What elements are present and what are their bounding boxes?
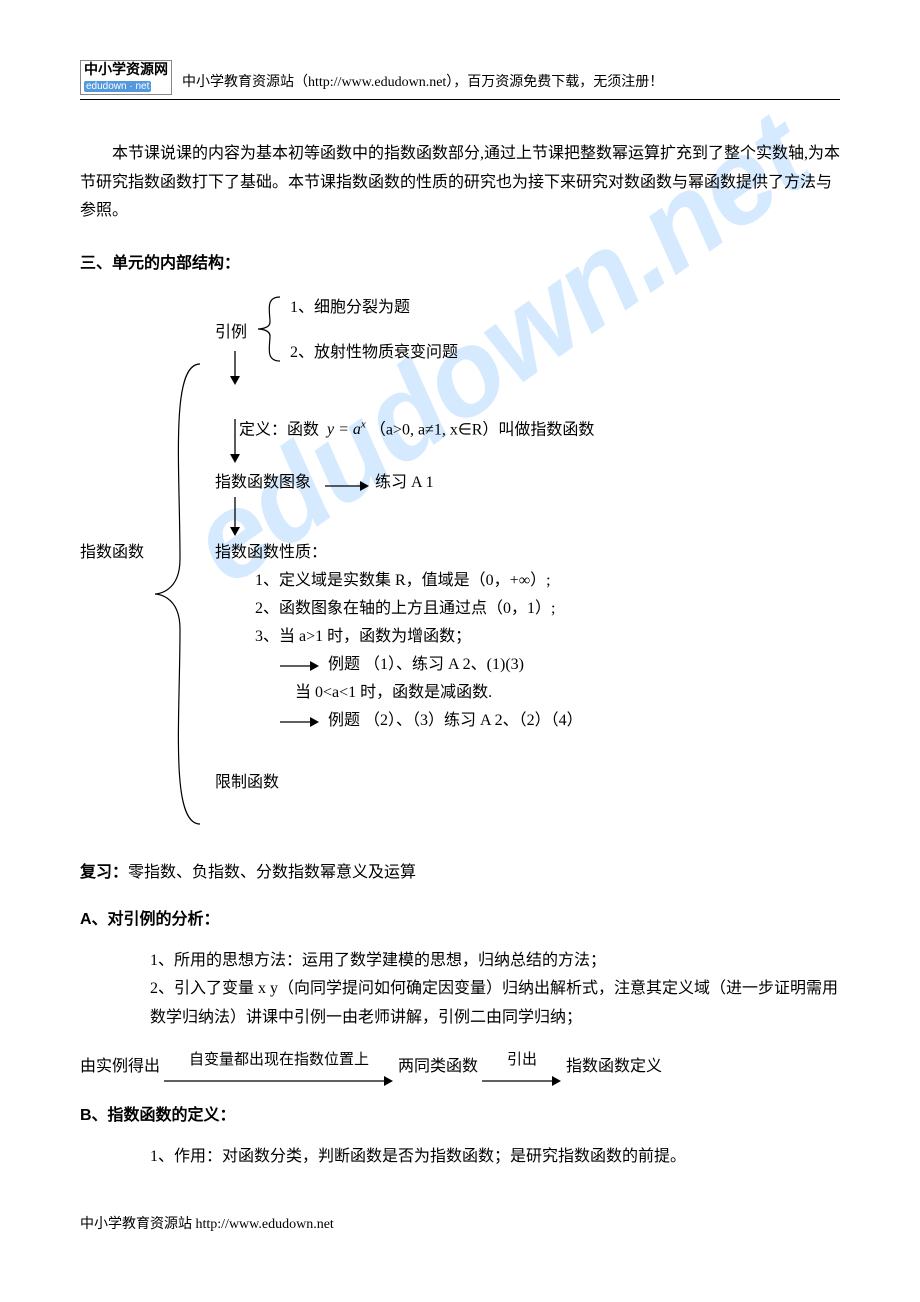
arrow-right-icon: [325, 479, 370, 493]
review-label: 复习：: [80, 864, 128, 881]
bflow-c: 指数函数定义: [566, 1053, 662, 1082]
brace-icon: [150, 359, 210, 829]
example-1: 例题 （1）、练习 A 2、(1)(3): [328, 651, 524, 678]
property-3: 3、当 a>1 时，函数为增函数；: [255, 623, 471, 650]
property-2: 2、函数图象在轴的上方且通过点（0，1）;: [255, 595, 555, 622]
properties-title: 指数函数性质：: [215, 539, 327, 566]
def-suffix: （a>0, a≠1, x∈R）叫做指数函数: [366, 421, 595, 438]
example-2: 例题 （2）、（3）练习 A 2、（2）（4）: [328, 707, 583, 734]
section-b-title: B、指数函数的定义：: [80, 1102, 840, 1131]
section-a-title: A、对引例的分析：: [80, 906, 840, 935]
intro-item-1: 1、细胞分裂为题: [290, 294, 410, 321]
review-text: 零指数、负指数、分数指数幂意义及运算: [128, 864, 416, 881]
arrow-down-icon: [228, 351, 242, 386]
definition-node: 定义：函数 y = ax （a>0, a≠1, x∈R）叫做指数函数: [215, 389, 594, 471]
section-a-item-1: 1、所用的思想方法：运用了数学建模的思想，归纳总结的方法；: [150, 947, 840, 976]
graph-node: 指数函数图象: [215, 469, 311, 496]
limit-node: 限制函数: [215, 769, 279, 796]
exercise-a1: 练习 A 1: [375, 469, 434, 496]
formula-eq: =: [334, 421, 353, 438]
bflow-caption-2: 引出: [507, 1047, 537, 1074]
intro-paragraph: 本节课说课的内容为基本初等函数中的指数函数部分,通过上节课把整数幂运算扩充到了整…: [80, 140, 840, 226]
site-logo: 中小学资源网 edudown · net: [80, 60, 172, 95]
section-a-item-2: 2、引入了变量 x y（向同学提问如何确定因变量）归纳出解析式，注意其定义域（进…: [150, 975, 840, 1033]
property-3b: 当 0<a<1 时，函数是减函数.: [295, 679, 492, 706]
bflow-a: 由实例得出: [80, 1053, 160, 1082]
page-footer: 中小学教育资源站 http://www.edudown.net: [80, 1212, 840, 1237]
page-content: 中小学资源网 edudown · net 中小学教育资源站（http://www…: [0, 0, 920, 1277]
section-b-item-1: 1、作用：对函数分类，判断函数是否为指数函数；是研究指数函数的前提。: [150, 1143, 840, 1172]
bflow-b: 两同类函数: [398, 1053, 478, 1082]
arrow-right-icon: [280, 715, 320, 729]
logo-title: 中小学资源网: [84, 61, 168, 77]
formula-a: a: [353, 421, 361, 438]
brace-icon: [255, 294, 285, 364]
section-a-list: 1、所用的思想方法：运用了数学建模的思想，归纳总结的方法； 2、引入了变量 x …: [150, 947, 840, 1033]
logo-subtitle: edudown · net: [84, 81, 151, 92]
def-prefix: 定义：函数: [239, 421, 327, 438]
arrow-down-icon: [228, 419, 242, 464]
diagram-root: 指数函数: [80, 539, 144, 566]
diagram-intro-label: 引例: [215, 319, 247, 346]
bottom-flow-diagram: 由实例得出 自变量都出现在指数位置上 两同类函数 引出 指数函数定义: [80, 1047, 840, 1088]
structure-diagram: 指数函数 引例 1、细胞分裂为题 2、放射性物质衰变问题 定义：函数 y = a…: [80, 299, 840, 829]
page-header: 中小学资源网 edudown · net 中小学教育资源站（http://www…: [80, 60, 840, 100]
review-line: 复习：零指数、负指数、分数指数幂意义及运算: [80, 859, 840, 888]
property-1: 1、定义域是实数集 R，值域是（0，+∞）;: [255, 567, 551, 594]
arrow-down-icon: [228, 497, 242, 537]
arrow-right-icon: [482, 1074, 562, 1088]
arrow-right-icon: [164, 1074, 394, 1088]
header-text: 中小学教育资源站（http://www.edudown.net），百万资源免费下…: [182, 70, 663, 95]
section-b-list: 1、作用：对函数分类，判断函数是否为指数函数；是研究指数函数的前提。: [150, 1143, 840, 1172]
intro-item-2: 2、放射性物质衰变问题: [290, 339, 458, 366]
bflow-caption-1: 自变量都出现在指数位置上: [189, 1047, 369, 1074]
section-3-title: 三、单元的内部结构：: [80, 250, 840, 279]
arrow-right-icon: [280, 659, 320, 673]
